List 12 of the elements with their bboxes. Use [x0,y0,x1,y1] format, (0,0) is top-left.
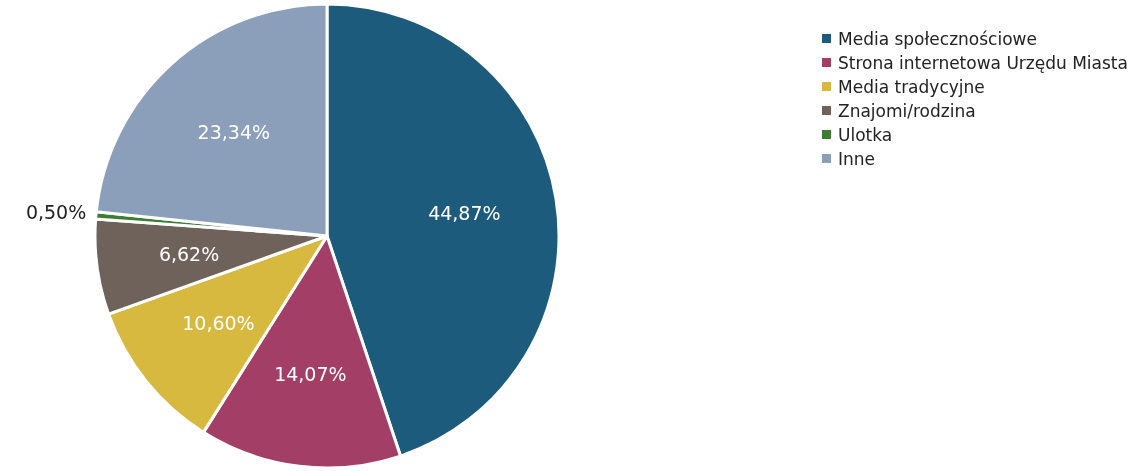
legend-label: Inne [838,148,876,169]
data-label: 6,62% [158,243,220,266]
legend-label: Strona internetowa Urzędu Miasta [838,52,1128,73]
data-label: 23,34% [197,121,271,144]
data-label: 44,87% [428,202,501,225]
legend-label: Media społecznościowe [838,28,1037,49]
legend-label: Media tradycyjne [838,76,985,97]
legend-label: Znajomi/rodzina [838,100,976,121]
data-label: 14,07% [274,362,347,385]
legend-label: Ulotka [838,124,893,145]
data-label: 0,50% [25,200,87,223]
data-label: 10,60% [182,311,255,334]
